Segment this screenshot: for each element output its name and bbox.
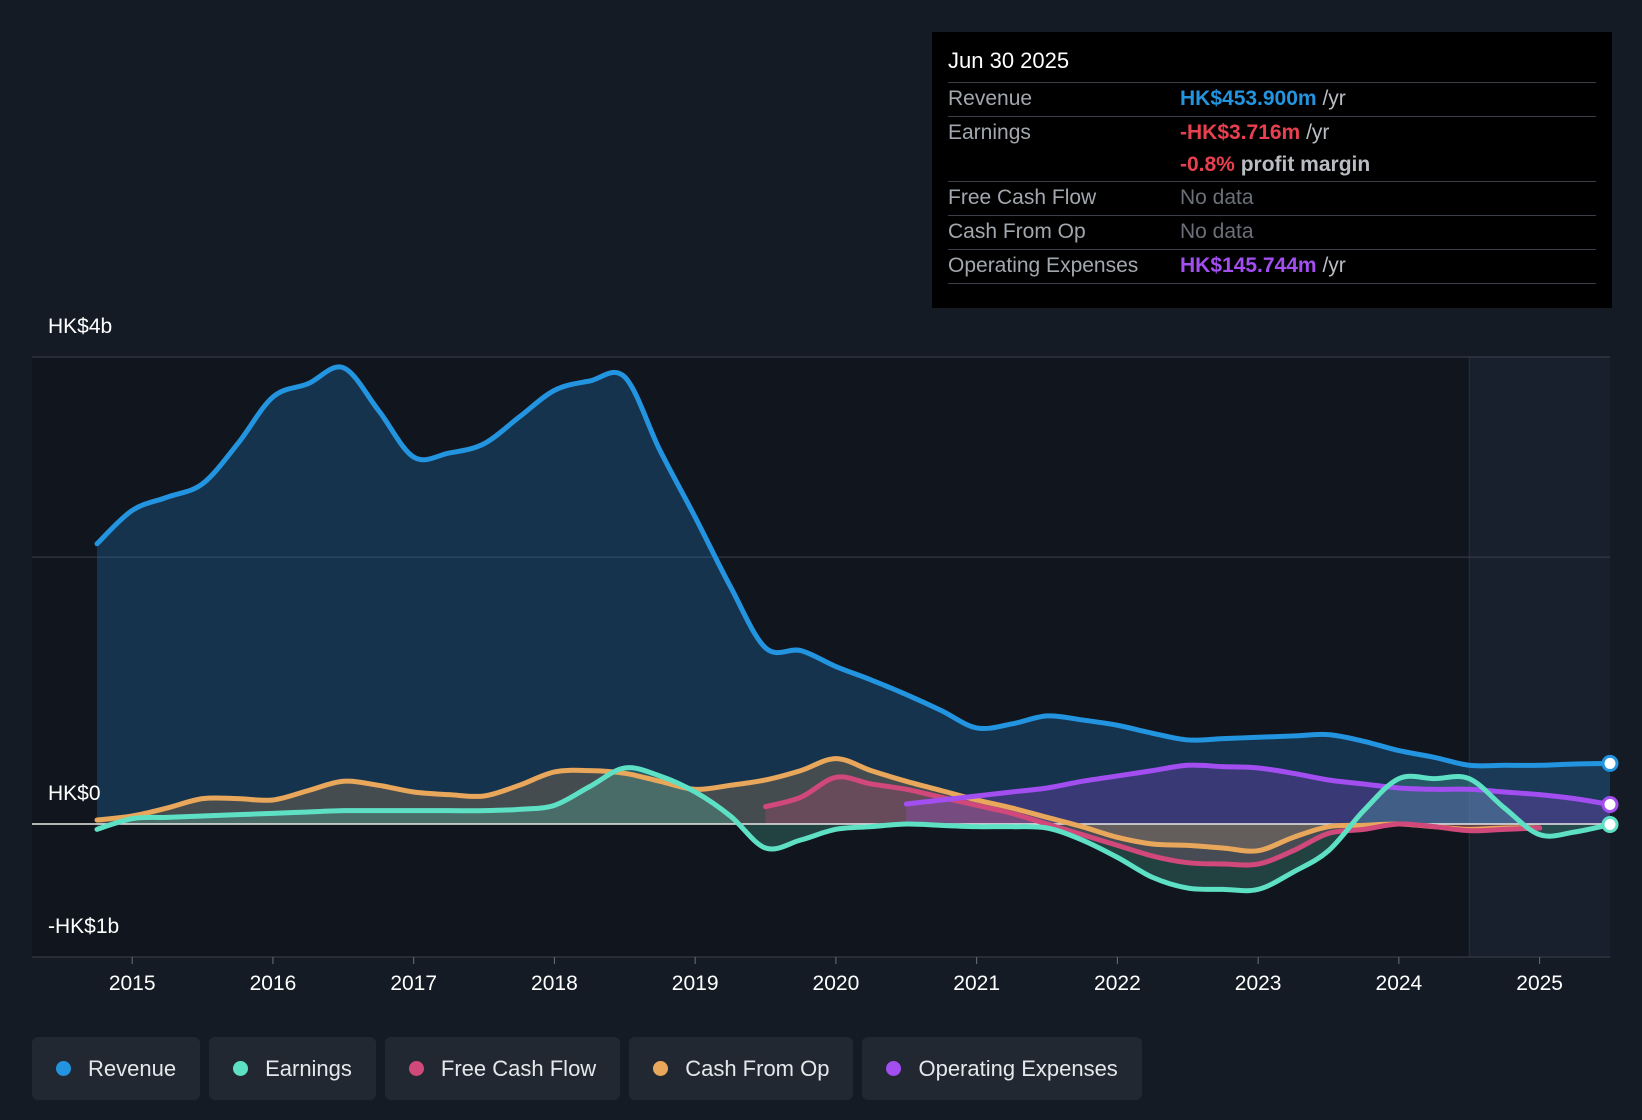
opex-line — [903, 762, 1613, 808]
earnings-dot-icon — [233, 1061, 249, 1076]
revenue-area — [97, 366, 1610, 824]
tooltip-value-fcf: No data — [1180, 186, 1254, 209]
tooltip-value-earnings: -HK$3.716m — [1180, 121, 1301, 144]
tooltip-row-cfo: Cash From Op No data — [948, 215, 1596, 249]
x-tick-label-2: 2017 — [390, 972, 437, 995]
x-tick-label-10: 2025 — [1516, 972, 1563, 995]
tooltip-value-opex: HK$145.744m — [1180, 254, 1317, 277]
fcf-line — [763, 774, 1543, 868]
opex-area — [906, 765, 1610, 824]
x-tick-label-6: 2021 — [953, 972, 1000, 995]
fcf-area — [765, 776, 1540, 866]
tooltip-label-opex: Operating Expenses — [948, 254, 1139, 277]
tooltip-unit-revenue: /yr — [1322, 87, 1346, 110]
tooltip-panel: Jun 30 2025 Revenue HK$453.900m /yr Earn… — [932, 32, 1612, 308]
legend-item-opex[interactable]: Operating Expenses — [862, 1037, 1142, 1100]
revenue-end-marker — [1601, 754, 1619, 772]
tooltip-label-fcf: Free Cash Flow — [948, 186, 1097, 209]
tooltip-margin-text: profit margin — [1240, 153, 1371, 176]
legend-item-earnings[interactable]: Earnings — [209, 1037, 376, 1100]
revenue-dot-icon — [56, 1061, 71, 1076]
legend-item-fcf[interactable]: Free Cash Flow — [384, 1037, 621, 1100]
tooltip-row-earnings: Earnings -HK$3.716m /yr -0.8% profit mar… — [948, 116, 1596, 181]
tooltip-label-revenue: Revenue — [948, 87, 1033, 110]
fcf-dot-icon — [408, 1061, 424, 1076]
y-tick-label-1: HK$0 — [48, 782, 101, 805]
tooltip-value-cfo: No data — [1180, 220, 1254, 243]
tooltip-label-earnings: Earnings — [948, 121, 1031, 144]
x-tick-label-0: 2015 — [109, 972, 156, 995]
y-tick-label-2: -HK$1b — [48, 915, 119, 938]
tooltip-row-revenue: Revenue HK$453.900m /yr — [948, 82, 1596, 116]
tooltip-unit-earnings: /yr — [1306, 121, 1330, 144]
tooltip-row-opex: Operating Expenses HK$145.744m /yr — [948, 249, 1596, 284]
tooltip-unit-opex: /yr — [1322, 254, 1346, 277]
legend-label-revenue: Revenue — [88, 1055, 177, 1081]
tooltip-date: Jun 30 2025 — [948, 48, 1070, 73]
x-tick-label-8: 2023 — [1235, 972, 1282, 995]
legend: Revenue Earnings Free Cash Flow Cash Fro… — [32, 1037, 1142, 1100]
legend-label-opex: Operating Expenses — [918, 1055, 1118, 1081]
x-tick-label-9: 2024 — [1376, 972, 1423, 995]
legend-item-cfo[interactable]: Cash From Op — [629, 1037, 854, 1100]
legend-label-earnings: Earnings — [265, 1055, 352, 1081]
cfo-dot-icon — [653, 1061, 669, 1076]
earnings-line — [94, 765, 1613, 894]
x-tick-label-1: 2016 — [250, 972, 297, 995]
tooltip-row-fcf: Free Cash Flow No data — [948, 181, 1596, 215]
tooltip-label-cfo: Cash From Op — [948, 220, 1086, 243]
legend-label-cfo: Cash From Op — [685, 1055, 830, 1081]
revenue-line — [94, 364, 1613, 769]
recent-period-shade — [1469, 357, 1610, 957]
x-tick-label-4: 2019 — [672, 972, 719, 995]
earnings-area — [97, 767, 1610, 891]
x-tick-label-7: 2022 — [1094, 972, 1141, 995]
y-tick-label-0: HK$4b — [48, 315, 112, 338]
x-tick-label-5: 2020 — [813, 972, 860, 995]
opex-dot-icon — [886, 1061, 902, 1076]
legend-label-fcf: Free Cash Flow — [440, 1055, 597, 1081]
earnings-end-marker — [1601, 816, 1619, 834]
cfo-line — [94, 756, 1543, 854]
cfo-area — [97, 758, 1540, 852]
tooltip-margin-value: -0.8% — [1180, 153, 1235, 176]
opex-end-marker — [1601, 796, 1619, 814]
legend-item-revenue[interactable]: Revenue — [32, 1037, 201, 1100]
tooltip-value-revenue: HK$453.900m — [1180, 87, 1317, 110]
x-tick-label-3: 2018 — [531, 972, 578, 995]
